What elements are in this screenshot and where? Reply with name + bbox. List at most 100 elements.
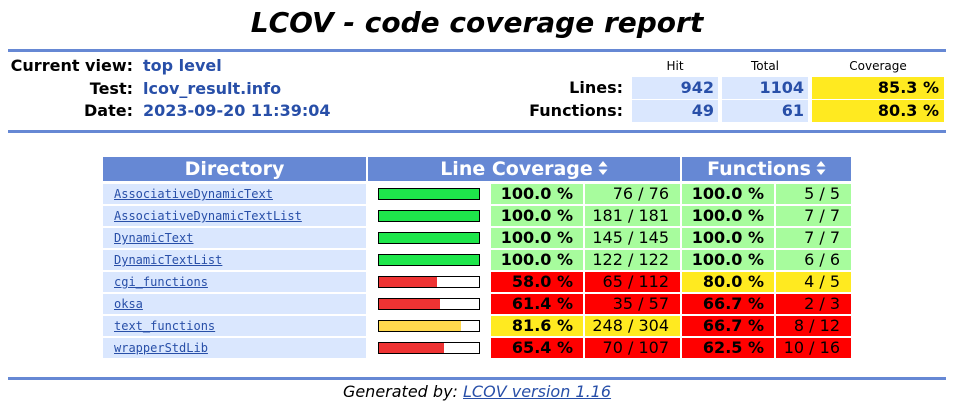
line-coverage-column-header[interactable]: Line Coverage xyxy=(368,157,680,181)
date-label: Date: xyxy=(84,101,133,120)
coverage-bar-fill xyxy=(379,343,445,353)
header-divider xyxy=(8,130,946,133)
function-coverage-count: 5 / 5 xyxy=(776,184,851,204)
directory-cell: DynamicText xyxy=(103,228,366,248)
hit-column-header: Hit xyxy=(666,59,684,73)
function-coverage-percent: 100.0 % xyxy=(682,228,774,248)
function-coverage-percent: 100.0 % xyxy=(682,250,774,270)
directory-link[interactable]: DynamicTextList xyxy=(114,253,223,267)
directory-cell: AssociativeDynamicTextList xyxy=(103,206,366,226)
functions-header-label: Functions xyxy=(707,158,811,180)
line-coverage-percent: 100.0 % xyxy=(491,228,583,248)
coverage-bar-cell xyxy=(368,250,489,270)
footer: Generated by: LCOV version 1.16 xyxy=(0,382,954,402)
directory-cell: text_functions xyxy=(103,316,366,336)
coverage-bar xyxy=(378,254,480,266)
line-coverage-percent: 58.0 % xyxy=(491,272,583,292)
function-coverage-count: 4 / 5 xyxy=(776,272,851,292)
coverage-bar-fill xyxy=(379,189,479,199)
directory-cell: AssociativeDynamicText xyxy=(103,184,366,204)
current-view-label: Current view: xyxy=(10,56,133,75)
directory-link[interactable]: wrapperStdLib xyxy=(114,341,208,355)
coverage-bar-fill xyxy=(379,299,441,309)
directory-header-label: Directory xyxy=(184,158,285,180)
directory-column-header: Directory xyxy=(103,157,366,181)
line-coverage-count: 65 / 112 xyxy=(585,272,680,292)
coverage-bar-cell xyxy=(368,316,489,336)
coverage-bar-fill xyxy=(379,233,479,243)
coverage-bar-cell xyxy=(368,338,489,358)
function-coverage-count: 6 / 6 xyxy=(776,250,851,270)
coverage-bar xyxy=(378,298,480,310)
coverage-bar xyxy=(378,276,480,288)
directory-cell: wrapperStdLib xyxy=(103,338,366,358)
functions-coverage: 80.3 % xyxy=(812,100,944,122)
generated-by-label: Generated by: xyxy=(342,382,458,401)
coverage-bar xyxy=(378,320,480,332)
footer-divider xyxy=(8,377,946,380)
coverage-bar xyxy=(378,342,480,354)
line-coverage-header-label: Line Coverage xyxy=(440,158,593,180)
directory-link[interactable]: cgi_functions xyxy=(114,275,208,289)
coverage-bar-fill xyxy=(379,321,461,331)
function-coverage-percent: 100.0 % xyxy=(682,206,774,226)
current-view-value: top level xyxy=(143,56,222,75)
function-coverage-percent: 100.0 % xyxy=(682,184,774,204)
coverage-bar-cell xyxy=(368,206,489,226)
line-coverage-count: 145 / 145 xyxy=(585,228,680,248)
functions-label: Functions: xyxy=(529,101,623,120)
sort-updown-icon[interactable] xyxy=(816,160,826,176)
function-coverage-percent: 80.0 % xyxy=(682,272,774,292)
lines-label: Lines: xyxy=(569,78,623,97)
line-coverage-count: 35 / 57 xyxy=(585,294,680,314)
coverage-bar xyxy=(378,188,480,200)
directory-link[interactable]: oksa xyxy=(114,297,143,311)
coverage-bar-cell xyxy=(368,294,489,314)
coverage-bar-cell xyxy=(368,184,489,204)
lcov-version-link[interactable]: LCOV version 1.16 xyxy=(463,382,612,401)
directory-cell: cgi_functions xyxy=(103,272,366,292)
total-column-header: Total xyxy=(750,59,780,73)
line-coverage-percent: 65.4 % xyxy=(491,338,583,358)
directory-link[interactable]: DynamicText xyxy=(114,231,194,245)
directory-cell: DynamicTextList xyxy=(103,250,366,270)
coverage-bar xyxy=(378,210,480,222)
line-coverage-count: 76 / 76 xyxy=(585,184,680,204)
line-coverage-percent: 61.4 % xyxy=(491,294,583,314)
functions-column-header[interactable]: Functions xyxy=(682,157,851,181)
function-coverage-count: 7 / 7 xyxy=(776,206,851,226)
function-coverage-percent: 66.7 % xyxy=(682,316,774,336)
function-coverage-count: 8 / 12 xyxy=(776,316,851,336)
date-value: 2023-09-20 11:39:04 xyxy=(143,101,331,120)
directory-link[interactable]: text_functions xyxy=(114,319,216,333)
coverage-bar-cell xyxy=(368,228,489,248)
coverage-bar xyxy=(378,232,480,244)
line-coverage-count: 122 / 122 xyxy=(585,250,680,270)
directory-link[interactable]: AssociativeDynamicTextList xyxy=(114,209,302,223)
lines-hit: 942 xyxy=(632,77,718,99)
page-title: LCOV - code coverage report xyxy=(250,6,704,39)
functions-hit: 49 xyxy=(632,100,718,122)
function-coverage-count: 2 / 3 xyxy=(776,294,851,314)
function-coverage-count: 10 / 16 xyxy=(776,338,851,358)
coverage-bar-cell xyxy=(368,272,489,292)
line-coverage-percent: 100.0 % xyxy=(491,250,583,270)
sort-updown-icon[interactable] xyxy=(598,160,608,176)
line-coverage-count: 248 / 304 xyxy=(585,316,680,336)
line-coverage-percent: 81.6 % xyxy=(491,316,583,336)
line-coverage-percent: 100.0 % xyxy=(491,184,583,204)
test-label: Test: xyxy=(89,79,133,98)
directory-link[interactable]: AssociativeDynamicText xyxy=(114,187,273,201)
directory-cell: oksa xyxy=(103,294,366,314)
test-value: lcov_result.info xyxy=(143,79,282,98)
function-coverage-percent: 66.7 % xyxy=(682,294,774,314)
line-coverage-percent: 100.0 % xyxy=(491,206,583,226)
top-divider xyxy=(8,49,946,52)
line-coverage-count: 181 / 181 xyxy=(585,206,680,226)
line-coverage-count: 70 / 107 xyxy=(585,338,680,358)
functions-total: 61 xyxy=(722,100,808,122)
coverage-bar-fill xyxy=(379,277,437,287)
coverage-bar-fill xyxy=(379,255,479,265)
coverage-bar-fill xyxy=(379,211,479,221)
lines-total: 1104 xyxy=(722,77,808,99)
